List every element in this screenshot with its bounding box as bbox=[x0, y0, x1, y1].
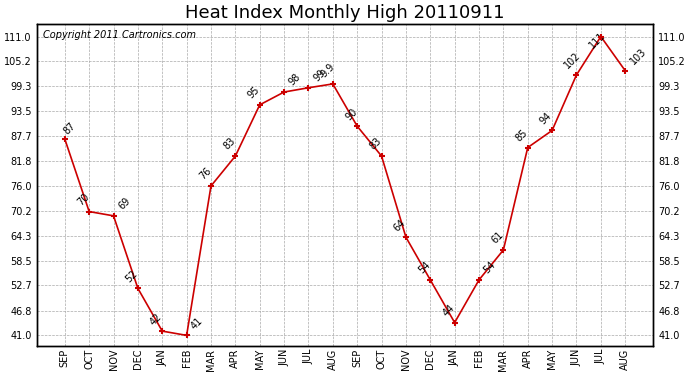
Text: 95: 95 bbox=[246, 85, 262, 100]
Title: Heat Index Monthly High 20110911: Heat Index Monthly High 20110911 bbox=[185, 4, 505, 22]
Text: 52: 52 bbox=[124, 268, 140, 284]
Text: 76: 76 bbox=[197, 166, 213, 182]
Text: 99: 99 bbox=[311, 68, 327, 84]
Text: 98: 98 bbox=[287, 72, 303, 88]
Text: 54: 54 bbox=[416, 260, 432, 276]
Text: Copyright 2011 Cartronics.com: Copyright 2011 Cartronics.com bbox=[43, 30, 196, 40]
Text: 61: 61 bbox=[489, 230, 505, 246]
Text: 42: 42 bbox=[148, 311, 164, 327]
Text: 64: 64 bbox=[392, 217, 408, 233]
Text: 87: 87 bbox=[62, 120, 78, 136]
Text: 83: 83 bbox=[368, 136, 384, 152]
Text: 54: 54 bbox=[482, 260, 497, 276]
Text: 44: 44 bbox=[441, 303, 457, 318]
Text: 69: 69 bbox=[117, 196, 132, 211]
Text: 111: 111 bbox=[587, 30, 607, 50]
Text: 90: 90 bbox=[344, 106, 359, 122]
Text: 41: 41 bbox=[189, 315, 205, 331]
Text: 85: 85 bbox=[514, 128, 530, 143]
Text: 83: 83 bbox=[221, 136, 237, 152]
Text: 70: 70 bbox=[75, 192, 91, 207]
Text: 103: 103 bbox=[628, 46, 648, 66]
Text: 94: 94 bbox=[538, 111, 554, 126]
Text: 9.9: 9.9 bbox=[319, 62, 337, 80]
Text: 102: 102 bbox=[562, 51, 583, 71]
